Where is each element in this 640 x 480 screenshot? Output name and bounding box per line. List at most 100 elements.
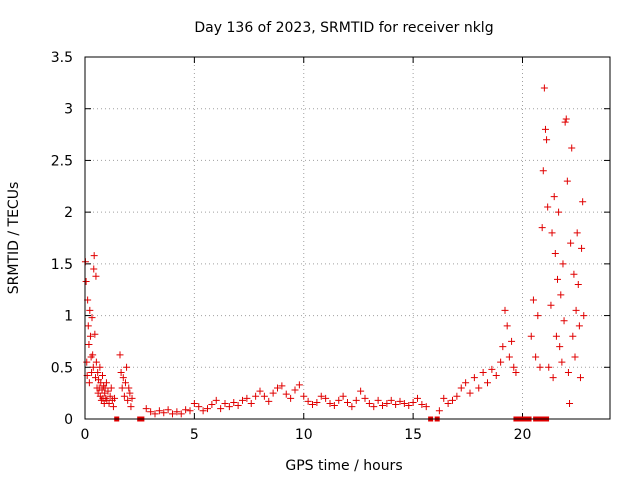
data-point (118, 384, 126, 392)
data-point (379, 402, 386, 410)
data-point (566, 399, 574, 407)
y-tick-label: 2 (64, 205, 73, 221)
data-point (418, 401, 426, 409)
plot-frame (84, 56, 611, 420)
data-point (155, 407, 163, 415)
data-point (105, 399, 113, 407)
data-point (569, 332, 577, 340)
data-point (557, 291, 565, 299)
data-point (287, 394, 295, 402)
data-point (560, 317, 568, 325)
data-point (82, 277, 90, 285)
data-point (119, 374, 127, 382)
x-tick-label: 20 (514, 427, 532, 443)
data-point (576, 374, 584, 382)
data-point (86, 306, 94, 314)
data-point (527, 332, 535, 340)
data-point (339, 392, 347, 400)
data-point (234, 402, 242, 410)
data-point (361, 394, 369, 402)
data-point (548, 229, 556, 237)
data-point (195, 403, 203, 411)
data-point (90, 265, 98, 273)
data-point (239, 396, 246, 404)
data-point (256, 387, 264, 395)
y-tick-label: 2.5 (51, 153, 73, 169)
data-point (111, 394, 119, 402)
data-point (400, 399, 408, 407)
x-tick-label: 15 (404, 427, 422, 443)
data-point (561, 118, 569, 126)
y-tick-label: 0.5 (51, 360, 73, 376)
grid-lines (85, 57, 610, 419)
data-point (488, 365, 496, 373)
data-point (479, 368, 487, 376)
data-point (470, 374, 478, 382)
y-tick-label: 3.5 (51, 50, 73, 66)
data-point (574, 281, 582, 289)
data-point (510, 363, 518, 371)
data-point (225, 403, 233, 411)
data-point (575, 322, 583, 330)
data-point (508, 337, 516, 345)
data-point (89, 363, 97, 371)
data-point (414, 394, 421, 402)
data-point (550, 193, 558, 201)
data-point (540, 84, 548, 92)
data-point (374, 396, 382, 404)
data-point (555, 208, 563, 216)
data-point (541, 125, 549, 133)
data-point (538, 224, 546, 232)
data-point (83, 358, 91, 366)
x-tick-labels: 0 5 10 15 20 (81, 427, 532, 443)
data-point (580, 312, 588, 320)
data-point (123, 363, 131, 371)
data-point (357, 387, 365, 395)
data-point (573, 229, 581, 237)
data-point (370, 403, 378, 411)
data-point (147, 408, 155, 416)
data-point (317, 392, 325, 400)
data-point (291, 386, 299, 394)
data-point (529, 296, 537, 304)
data-point (304, 397, 312, 405)
data-point (503, 322, 511, 330)
data-point (92, 272, 100, 280)
data-point (392, 401, 400, 409)
data-point (558, 358, 566, 366)
data-point (484, 379, 491, 387)
data-point (453, 392, 461, 400)
data-point (99, 372, 106, 380)
data-point (208, 401, 216, 409)
data-point (409, 398, 417, 406)
data-point (547, 301, 555, 309)
data-point (501, 306, 509, 314)
data-point (84, 322, 92, 330)
data-point (462, 379, 470, 387)
data-points (81, 84, 588, 422)
data-point (92, 358, 100, 366)
data-point (199, 407, 207, 415)
data-point (570, 270, 578, 278)
data-point (475, 384, 483, 392)
data-point (352, 396, 360, 404)
x-tick-label: 5 (190, 427, 199, 443)
data-point (532, 353, 540, 361)
data-point (335, 396, 343, 404)
data-point (85, 379, 93, 387)
data-point (182, 406, 190, 414)
data-point (330, 402, 338, 410)
data-point (435, 407, 443, 415)
data-point (117, 368, 125, 376)
x-tick-label: 10 (295, 427, 313, 443)
data-point (396, 397, 404, 405)
data-point (85, 341, 93, 349)
data-point (572, 306, 580, 314)
y-tick-label: 1.5 (51, 257, 73, 273)
data-point (326, 399, 334, 407)
data-point (128, 394, 136, 402)
data-point (422, 403, 430, 411)
data-point (499, 343, 507, 351)
y-tick-labels: 0 0.5 1 1.5 2 2.5 3 3.5 (51, 50, 73, 428)
